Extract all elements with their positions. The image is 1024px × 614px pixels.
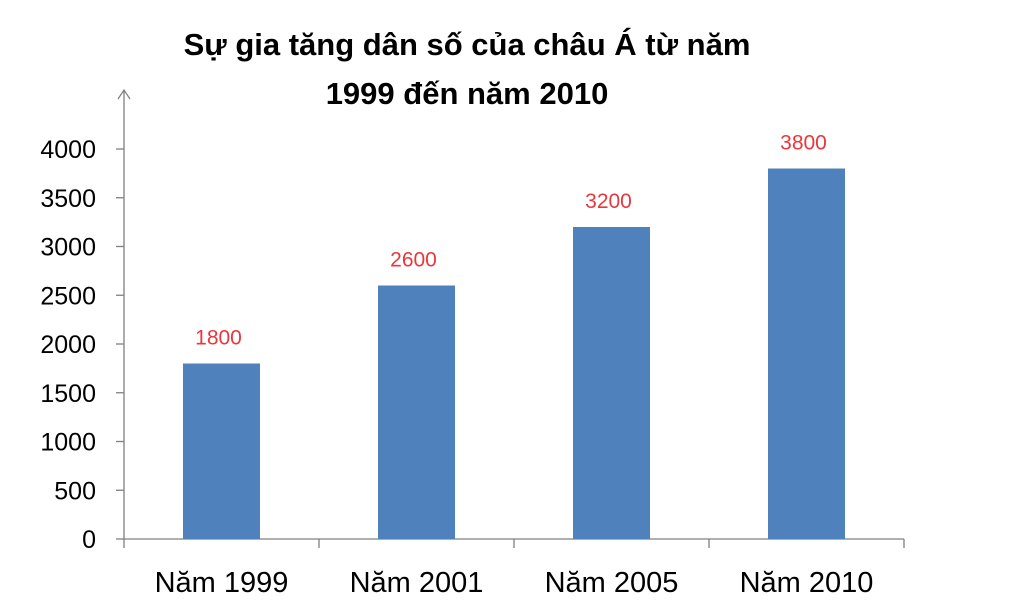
x-tick-label: Năm 2005 <box>545 567 679 599</box>
data-label: 2600 <box>390 249 437 272</box>
bar <box>183 363 260 539</box>
chart-title-line-1: Sự gia tăng dân số của châu Á từ năm <box>184 27 751 62</box>
x-tick-label: Năm 2010 <box>740 567 874 599</box>
bars <box>183 168 845 539</box>
x-axis-ticks: Năm 1999 Năm 2001 Năm 2005 Năm 2010 <box>123 539 905 599</box>
y-tick-label: 2500 <box>40 282 96 310</box>
y-tick-label: 3000 <box>40 234 96 262</box>
y-tick-label: 3500 <box>40 185 96 213</box>
y-axis-ticks: 0 500 1000 1500 2000 2500 3000 3500 4000 <box>40 136 124 554</box>
bar <box>768 168 845 539</box>
bar <box>573 227 650 539</box>
chart-title-line-2: 1999 đến năm 2010 <box>326 76 609 111</box>
y-tick-label: 1500 <box>40 380 96 408</box>
y-tick-label: 0 <box>82 526 96 554</box>
data-label: 3200 <box>585 190 632 213</box>
bar <box>378 285 455 539</box>
x-tick-label: Năm 2001 <box>350 567 484 599</box>
y-tick-label: 500 <box>54 477 96 505</box>
data-label: 3800 <box>780 132 827 155</box>
y-tick-label: 2000 <box>40 331 96 359</box>
y-axis-arrow <box>117 88 131 100</box>
data-label: 1800 <box>195 327 242 350</box>
data-labels: 1800 2600 3200 3800 <box>195 132 827 350</box>
y-tick-label: 1000 <box>40 429 96 457</box>
x-tick-label: Năm 1999 <box>155 567 289 599</box>
y-tick-label: 4000 <box>40 136 96 164</box>
